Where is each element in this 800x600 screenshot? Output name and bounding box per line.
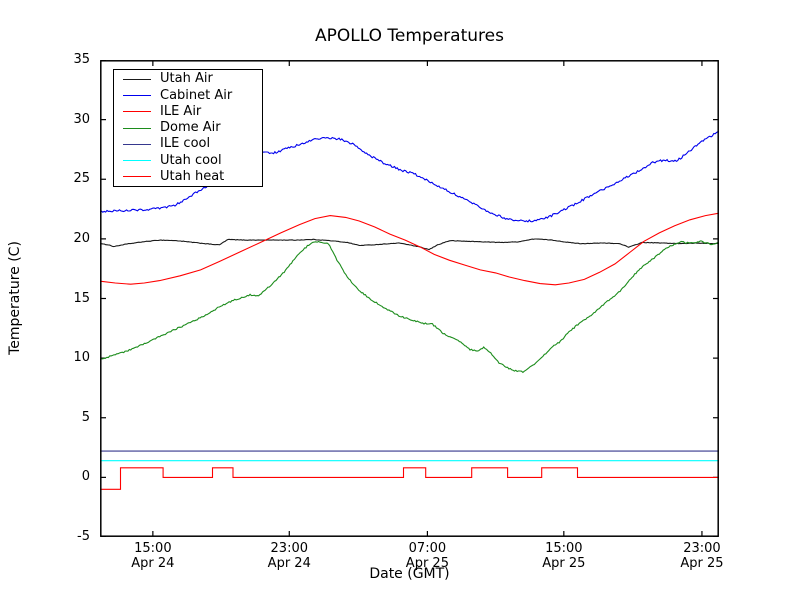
legend-item-label: Cabinet Air	[160, 87, 233, 103]
x-tick-date: Apr 24	[131, 556, 175, 571]
x-tick-date: Apr 24	[267, 556, 311, 571]
x-tick-label: 23:00 Apr 24	[249, 541, 329, 571]
legend-line-sample	[123, 176, 151, 178]
legend-line-sample	[123, 95, 151, 96]
legend-item-utah-cool: Utah cool	[114, 152, 262, 168]
x-tick-label: 07:00 Apr 25	[387, 541, 467, 571]
x-tick-date: Apr 25	[542, 556, 586, 571]
x-tick-date: Apr 25	[405, 556, 449, 571]
x-tick-date: Apr 25	[680, 556, 724, 571]
axes-frame	[100, 60, 719, 537]
x-tick-time: 15:00	[134, 541, 172, 556]
x-axis-label: Date (GMT)	[369, 566, 450, 582]
legend-item-label: Utah cool	[160, 152, 222, 168]
y-tick-label: 5	[81, 409, 90, 425]
x-tick-label: 23:00 Apr 25	[662, 541, 742, 571]
legend-item-label: Utah heat	[160, 168, 225, 184]
y-tick-label: 10	[73, 350, 90, 366]
legend-item-cabinet-air: Cabinet Air	[114, 87, 262, 103]
series-line-utah-heat	[100, 467, 719, 490]
legend-item-label: Utah Air	[160, 71, 213, 87]
x-tick-time: 23:00	[683, 541, 721, 556]
legend-item-utah-heat: Utah heat	[114, 168, 262, 184]
legend-item-label: ILE Air	[160, 103, 202, 119]
legend-line-sample	[123, 127, 151, 129]
x-tick-label: 15:00 Apr 24	[113, 541, 193, 571]
chart-title: APOLLO Temperatures	[315, 26, 504, 46]
y-tick-label: 35	[73, 52, 90, 67]
legend-item-label: ILE cool	[160, 136, 211, 152]
legend: Utah Air Cabinet Air ILE Air Dome Air ILE co…	[113, 69, 263, 187]
legend-item-ile-cool: ILE cool	[114, 137, 262, 151]
legend-item-label: Dome Air	[160, 120, 221, 135]
x-tick-label: 15:00 Apr 25	[524, 541, 604, 571]
legend-line-sample	[123, 143, 151, 145]
series-line-cabinet-air	[100, 130, 719, 223]
y-tick-label: 15	[73, 290, 90, 306]
legend-item-dome-air: Dome Air	[114, 121, 262, 135]
y-tick-label: 0	[81, 469, 90, 485]
y-tick-label: -5	[77, 529, 90, 544]
series-line-dome-air	[100, 240, 719, 374]
series-line-ile-air	[100, 212, 719, 286]
y-tick-label: 20	[73, 230, 90, 246]
legend-line-sample	[123, 111, 151, 113]
x-tick-time: 15:00	[545, 541, 583, 556]
plot-area	[100, 60, 719, 537]
series-line-utah-air	[100, 238, 719, 251]
legend-line-sample	[123, 160, 151, 161]
legend-item-utah-air: Utah Air	[114, 72, 262, 86]
y-tick-label: 25	[73, 171, 90, 187]
y-tick-label: 30	[73, 111, 90, 127]
plot-canvas	[100, 60, 719, 537]
legend-line-sample	[123, 78, 151, 80]
legend-item-ile-air: ILE Air	[114, 103, 262, 119]
x-tick-time: 07:00	[408, 541, 447, 556]
x-tick-time: 23:00	[270, 541, 308, 556]
